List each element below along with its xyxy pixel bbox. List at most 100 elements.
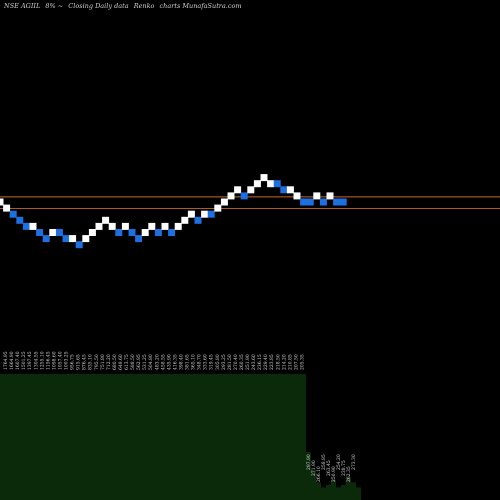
price-label-39: 260.35 xyxy=(239,354,245,370)
volume-bar-8 xyxy=(346,477,351,500)
renko-brick-14 xyxy=(88,229,96,236)
volume-bar-5 xyxy=(331,479,336,500)
renko-brick-19 xyxy=(121,222,129,230)
price-label-29: 398.40 xyxy=(178,354,184,370)
renko-brick-29 xyxy=(187,210,195,218)
renko-brick-5 xyxy=(29,222,37,230)
renko-brick-30 xyxy=(194,216,202,224)
price-label-44: 223.85 xyxy=(269,354,275,370)
price-label-16: 751.80 xyxy=(100,354,106,370)
price-label-48: 207.50 xyxy=(293,354,299,370)
renko-brick-51 xyxy=(333,198,341,206)
volume-label-6: 254.20 xyxy=(336,454,342,470)
renko-brick-16 xyxy=(102,216,110,224)
renko-brick-25 xyxy=(161,222,169,230)
volume-bar-10 xyxy=(356,487,361,500)
price-label-2: 1607.40 xyxy=(15,351,21,370)
renko-brick-1 xyxy=(3,204,11,212)
price-labels: 1764.95 1664.90 1607.40 1501.25 1397.45 1304.… xyxy=(3,351,357,482)
renko-brick-15 xyxy=(95,222,103,230)
price-label-34: 319.45 xyxy=(209,354,215,370)
price-label-47: 210.85 xyxy=(287,354,293,370)
renko-brick-49 xyxy=(319,198,327,206)
volume-bar-2 xyxy=(316,482,321,500)
price-label-35: 305.80 xyxy=(215,354,221,370)
renko-brick-45 xyxy=(293,192,301,200)
renko-brick-50 xyxy=(326,192,334,200)
price-label-25: 483.20 xyxy=(154,354,160,370)
price-label-28: 416.35 xyxy=(172,354,178,370)
price-label-19: 649.60 xyxy=(118,354,124,370)
renko-brick-34 xyxy=(220,198,228,206)
header-chart-kind: Renko xyxy=(133,2,155,10)
volume-bar-3 xyxy=(321,487,326,500)
renko-brick-11 xyxy=(69,235,77,243)
header-change: 8% xyxy=(45,2,55,10)
price-label-12: 915.65 xyxy=(76,354,82,370)
volume-label-1: 271.90 xyxy=(311,460,317,476)
renko-brick-3 xyxy=(16,216,24,224)
renko-brick-42 xyxy=(273,180,281,188)
price-label-4: 1397.45 xyxy=(27,351,33,370)
volume-bar-0 xyxy=(306,452,311,500)
renko-brick-35 xyxy=(227,192,235,200)
renko-brick-12 xyxy=(75,241,83,249)
renko-brick-20 xyxy=(128,229,136,236)
header-site: charts MunafaSutra.com xyxy=(160,2,242,10)
volume-label-9: 273.30 xyxy=(351,454,357,470)
renko-bricks xyxy=(0,174,347,249)
price-label-15: 795.50 xyxy=(94,354,100,370)
volume-label-4: 263.45 xyxy=(326,460,332,476)
renko-brick-28 xyxy=(181,216,189,224)
renko-brick-13 xyxy=(82,235,90,243)
price-label-41: 243.60 xyxy=(251,354,257,370)
price-label-38: 270.40 xyxy=(233,354,239,370)
volume-bar-4 xyxy=(326,484,331,500)
renko-brick-48 xyxy=(313,192,321,200)
price-label-20: 613.75 xyxy=(124,354,130,370)
renko-brick-17 xyxy=(108,222,116,230)
price-label-1: 1664.90 xyxy=(9,351,15,370)
renko-brick-39 xyxy=(253,180,261,188)
volume-label-2: 266.10 xyxy=(316,466,322,482)
renko-brick-36 xyxy=(234,186,242,194)
price-label-8: 1098.60 xyxy=(51,351,57,370)
price-label-40: 251.90 xyxy=(245,354,251,370)
price-label-5: 1304.55 xyxy=(33,351,39,370)
renko-brick-47 xyxy=(306,198,314,206)
renko-brick-33 xyxy=(214,204,222,212)
renko-brick-32 xyxy=(207,210,215,218)
renko-brick-31 xyxy=(201,210,209,218)
volume-bar-1 xyxy=(311,469,316,500)
renko-brick-10 xyxy=(62,235,70,243)
renko-brick-9 xyxy=(55,229,63,236)
price-label-27: 435.90 xyxy=(166,354,172,370)
volume-bar-9 xyxy=(351,482,356,500)
volume-label-3: 258.85 xyxy=(321,454,327,470)
price-label-23: 531.25 xyxy=(142,354,148,370)
renko-brick-41 xyxy=(267,180,275,188)
price-label-0: 1764.95 xyxy=(3,351,9,370)
renko-brick-21 xyxy=(135,235,143,243)
renko-brick-27 xyxy=(174,222,182,230)
renko-brick-22 xyxy=(141,229,149,236)
price-label-42: 236.15 xyxy=(257,354,263,370)
volume-label-8: 262.35 xyxy=(346,466,352,482)
renko-brick-6 xyxy=(36,229,44,236)
renko-brick-23 xyxy=(148,222,156,230)
price-label-21: 588.50 xyxy=(130,354,136,370)
price-label-17: 712.20 xyxy=(106,354,112,370)
price-label-10: 1003.25 xyxy=(64,351,70,370)
renko-brick-38 xyxy=(247,186,255,194)
price-label-32: 348.70 xyxy=(197,354,203,370)
price-label-46: 214.20 xyxy=(281,354,287,370)
renko-brick-0 xyxy=(0,198,4,206)
renko-brick-52 xyxy=(339,198,347,206)
volume-label-0: 297.90 xyxy=(306,454,312,470)
price-label-49: 205.35 xyxy=(299,354,305,370)
renko-brick-46 xyxy=(300,198,308,206)
price-label-18: 680.50 xyxy=(112,354,118,370)
price-label-30: 381.65 xyxy=(185,354,191,370)
